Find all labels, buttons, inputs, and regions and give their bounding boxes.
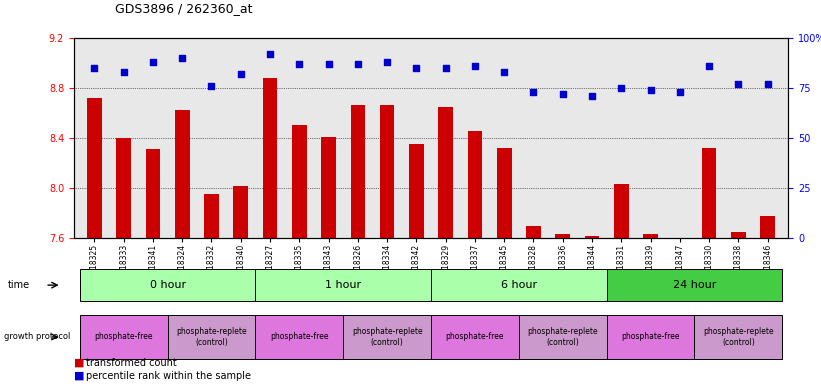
Point: [234, 71, 247, 78]
Point: [439, 65, 452, 71]
Text: phosphate-free: phosphate-free: [94, 333, 153, 341]
Text: percentile rank within the sample: percentile rank within the sample: [86, 371, 251, 381]
Point: [468, 63, 481, 70]
Point: [556, 91, 569, 98]
Point: [351, 61, 365, 68]
Bar: [556, 234, 570, 238]
Bar: [497, 148, 511, 238]
Bar: [204, 194, 218, 238]
Point: [205, 83, 218, 89]
Point: [615, 85, 628, 91]
Bar: [87, 98, 102, 238]
Bar: [438, 107, 453, 238]
Text: phosphate-replete
(control): phosphate-replete (control): [527, 327, 598, 347]
Text: ■: ■: [74, 358, 85, 368]
Bar: [263, 78, 277, 238]
Text: transformed count: transformed count: [86, 358, 177, 368]
Text: phosphate-free: phosphate-free: [621, 333, 680, 341]
Point: [410, 65, 423, 71]
Bar: [145, 149, 160, 238]
Point: [88, 65, 101, 71]
Bar: [585, 235, 599, 238]
Point: [117, 69, 131, 75]
Bar: [321, 137, 336, 238]
Point: [585, 93, 599, 99]
Text: phosphate-replete
(control): phosphate-replete (control): [177, 327, 247, 347]
Point: [732, 81, 745, 88]
Text: 6 hour: 6 hour: [501, 280, 537, 290]
Point: [644, 87, 657, 93]
Bar: [175, 109, 190, 238]
Bar: [233, 186, 248, 238]
Point: [264, 51, 277, 58]
Bar: [672, 238, 687, 239]
Point: [673, 89, 686, 95]
Bar: [292, 124, 306, 238]
Point: [176, 55, 189, 61]
Bar: [644, 234, 658, 238]
Point: [498, 69, 511, 75]
Point: [761, 81, 774, 88]
Bar: [409, 144, 424, 238]
Text: time: time: [8, 280, 30, 290]
Bar: [351, 104, 365, 238]
Point: [703, 63, 716, 70]
Text: 24 hour: 24 hour: [672, 280, 716, 290]
Point: [146, 59, 159, 65]
Text: 0 hour: 0 hour: [149, 280, 186, 290]
Point: [381, 59, 394, 65]
Text: GDS3896 / 262360_at: GDS3896 / 262360_at: [115, 2, 252, 15]
Text: phosphate-free: phosphate-free: [446, 333, 504, 341]
Point: [293, 61, 306, 68]
Bar: [731, 232, 745, 238]
Text: 1 hour: 1 hour: [325, 280, 361, 290]
Bar: [468, 131, 482, 238]
Bar: [526, 225, 541, 238]
Bar: [760, 215, 775, 238]
Text: phosphate-free: phosphate-free: [270, 333, 328, 341]
Bar: [702, 148, 717, 238]
Text: phosphate-replete
(control): phosphate-replete (control): [703, 327, 773, 347]
Bar: [380, 104, 394, 238]
Point: [527, 89, 540, 95]
Text: ■: ■: [74, 371, 85, 381]
Bar: [117, 138, 131, 238]
Bar: [614, 184, 629, 238]
Point: [322, 61, 335, 68]
Text: growth protocol: growth protocol: [4, 333, 71, 341]
Text: phosphate-replete
(control): phosphate-replete (control): [352, 327, 423, 347]
